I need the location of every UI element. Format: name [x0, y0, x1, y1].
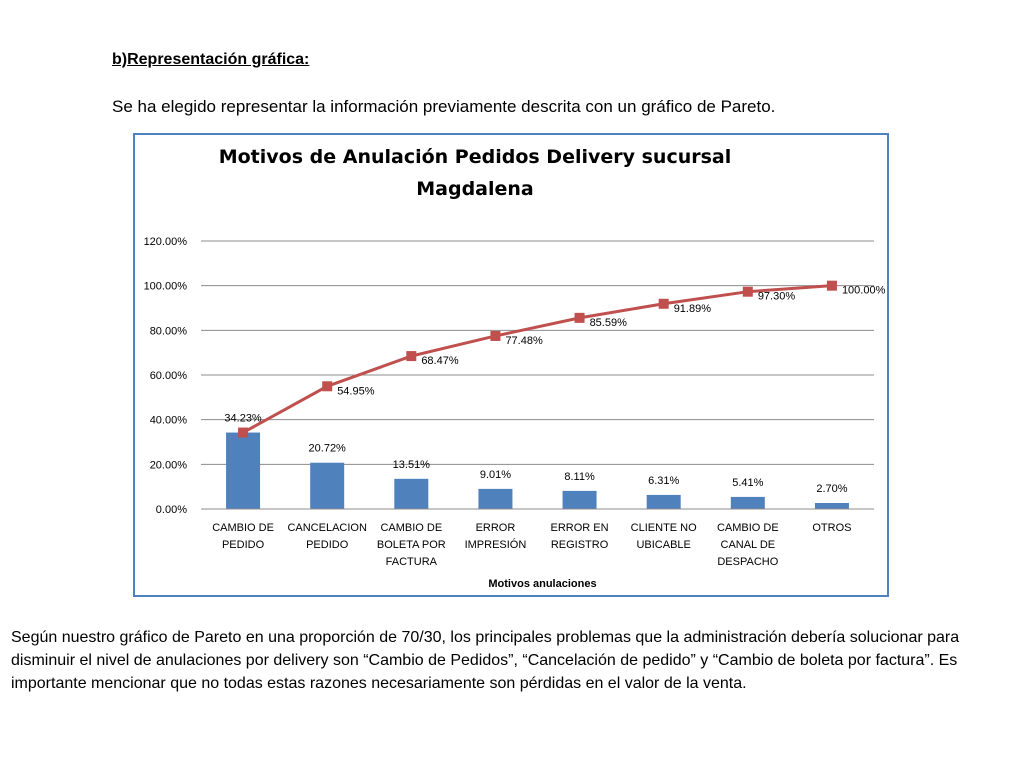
cumulative-data-label: 100.00% — [842, 285, 886, 297]
cumulative-point — [238, 427, 249, 438]
cumulative-data-label: 97.30% — [758, 291, 796, 303]
bar-data-label: 2.70% — [816, 483, 847, 495]
cumulative-data-label: 68.47% — [421, 355, 459, 367]
conclusion-text: Según nuestro gráfico de Pareto en una p… — [11, 629, 960, 692]
x-tick-label: CAMBIO DE CANAL DE DESPACHO — [717, 522, 779, 568]
bar — [646, 494, 681, 509]
cumulative-point — [742, 286, 753, 297]
cumulative-data-label: 85.59% — [590, 317, 628, 329]
section-heading: b)Representación gráfica: — [112, 51, 310, 68]
y-tick-label: 80.00% — [150, 325, 188, 337]
bar-data-label: 6.31% — [648, 475, 679, 487]
cumulative-point — [826, 280, 837, 291]
intro-text: Se ha elegido representar la información… — [112, 97, 776, 116]
cumulative-point — [406, 351, 417, 362]
cumulative-data-label: 77.48% — [505, 335, 543, 347]
x-tick-label: OTROS — [812, 522, 851, 534]
bar — [310, 462, 345, 509]
bar-data-label: 8.11% — [564, 471, 595, 483]
bar — [226, 432, 261, 509]
y-tick-label: 60.00% — [150, 370, 188, 382]
bar — [562, 490, 597, 509]
bar-data-label: 20.72% — [309, 443, 347, 455]
bar — [730, 496, 765, 509]
x-tick-label: CANCELACION PEDIDO — [287, 522, 367, 551]
y-tick-label: 100.00% — [144, 281, 188, 293]
x-tick-label: CAMBIO DE PEDIDO — [212, 522, 274, 551]
bar-data-label: 9.01% — [480, 469, 511, 481]
cumulative-point — [322, 381, 333, 392]
x-axis-title: Motivos anulaciones — [488, 578, 596, 590]
cumulative-line — [242, 284, 833, 434]
y-tick-label: 120.00% — [144, 236, 188, 248]
chart-title: Motivos de Anulación Pedidos Delivery su… — [218, 146, 732, 200]
bar-data-label: 34.23% — [224, 413, 262, 425]
y-tick-label: 40.00% — [150, 415, 188, 427]
pareto-chart: Motivos de Anulación Pedidos Delivery su… — [133, 133, 889, 597]
cumulative-point — [490, 330, 501, 341]
x-tick-label: ERROR EN REGISTRO — [551, 522, 609, 551]
x-tick-label: CLIENTE NO UBICABLE — [631, 522, 697, 551]
bar-data-label: 13.51% — [393, 459, 431, 471]
x-tick-label: ERROR IMPRESIÓN — [465, 522, 527, 551]
cumulative-point — [574, 312, 585, 323]
bar-data-label: 5.41% — [732, 477, 763, 489]
cumulative-data-label: 91.89% — [674, 303, 712, 315]
cumulative-point — [658, 298, 669, 309]
y-tick-label: 20.00% — [150, 459, 188, 471]
bar — [478, 488, 513, 509]
cumulative-data-label: 54.95% — [337, 385, 375, 397]
bar — [394, 478, 429, 509]
chart-plot: 0.00% 20.00% 40.00% 60.00% 80.00% 100.00% 120.… — [144, 236, 886, 590]
x-tick-label: CAMBIO DE BOLETA POR FACTURA — [377, 522, 446, 568]
y-tick-label: 0.00% — [156, 504, 187, 516]
bar — [814, 502, 849, 509]
